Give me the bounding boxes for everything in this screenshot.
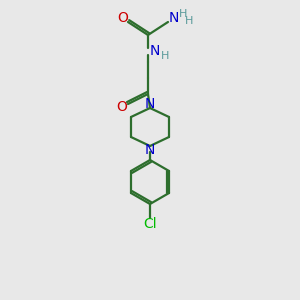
- Text: N: N: [169, 11, 179, 25]
- Text: O: O: [117, 100, 128, 114]
- Text: H: H: [161, 51, 169, 61]
- Text: N: N: [145, 97, 155, 111]
- Text: N: N: [145, 143, 155, 157]
- Text: H: H: [185, 16, 193, 26]
- Text: O: O: [118, 11, 128, 25]
- Text: Cl: Cl: [143, 217, 157, 231]
- Text: N: N: [150, 44, 160, 58]
- Text: H: H: [179, 9, 187, 19]
